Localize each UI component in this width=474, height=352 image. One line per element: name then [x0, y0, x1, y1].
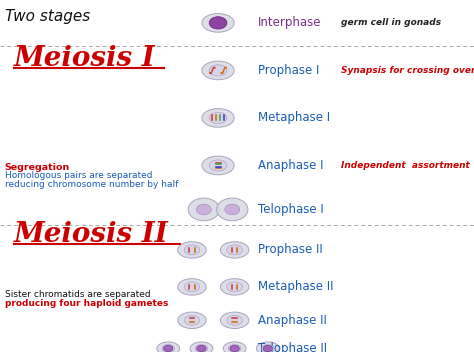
Ellipse shape	[202, 156, 234, 175]
Ellipse shape	[209, 17, 227, 29]
Ellipse shape	[225, 204, 240, 215]
Ellipse shape	[256, 342, 279, 352]
Text: producing four haploid gametes: producing four haploid gametes	[5, 299, 168, 308]
Text: Prophase II: Prophase II	[258, 244, 323, 256]
Ellipse shape	[190, 342, 213, 352]
Ellipse shape	[220, 279, 249, 295]
Ellipse shape	[209, 160, 227, 171]
Ellipse shape	[220, 312, 249, 328]
Text: germ cell in gonads: germ cell in gonads	[341, 18, 441, 27]
Ellipse shape	[197, 345, 206, 352]
Text: Independent  assortment: Independent assortment	[341, 161, 470, 170]
Ellipse shape	[196, 204, 211, 215]
Ellipse shape	[202, 13, 234, 32]
Ellipse shape	[184, 245, 200, 255]
Text: Segregation: Segregation	[5, 163, 70, 172]
Text: Prophase I: Prophase I	[258, 64, 319, 77]
Ellipse shape	[209, 65, 227, 76]
Text: Sister chromatids are separated: Sister chromatids are separated	[5, 290, 150, 299]
Ellipse shape	[157, 342, 180, 352]
Ellipse shape	[227, 245, 242, 255]
Text: Meiosis I: Meiosis I	[14, 45, 156, 71]
Ellipse shape	[220, 242, 249, 258]
Text: Metaphase II: Metaphase II	[258, 281, 334, 293]
Text: reducing chromosome number by half: reducing chromosome number by half	[5, 180, 178, 189]
Ellipse shape	[209, 112, 227, 124]
Ellipse shape	[162, 345, 174, 352]
Ellipse shape	[262, 345, 274, 352]
Text: Meiosis II: Meiosis II	[14, 221, 169, 248]
Ellipse shape	[202, 61, 234, 80]
Ellipse shape	[227, 282, 242, 292]
Text: Metaphase I: Metaphase I	[258, 112, 330, 124]
Ellipse shape	[223, 342, 246, 352]
Ellipse shape	[202, 108, 234, 127]
Ellipse shape	[195, 345, 208, 352]
Text: Two stages: Two stages	[5, 9, 90, 24]
Ellipse shape	[164, 345, 173, 352]
Text: Anaphase II: Anaphase II	[258, 314, 327, 327]
Text: Telophase II: Telophase II	[258, 342, 328, 352]
Text: Telophase I: Telophase I	[258, 203, 324, 216]
Ellipse shape	[178, 312, 206, 328]
Ellipse shape	[184, 315, 200, 325]
Ellipse shape	[217, 198, 248, 221]
Text: Synapsis for crossing over: Synapsis for crossing over	[341, 66, 474, 75]
Text: Anaphase I: Anaphase I	[258, 159, 324, 172]
Text: Homologous pairs are separated: Homologous pairs are separated	[5, 171, 152, 180]
Ellipse shape	[227, 315, 242, 325]
Ellipse shape	[263, 345, 273, 352]
Ellipse shape	[188, 198, 219, 221]
Ellipse shape	[228, 345, 241, 352]
Ellipse shape	[230, 345, 239, 352]
Ellipse shape	[184, 282, 200, 292]
Ellipse shape	[178, 279, 206, 295]
Text: Interphase: Interphase	[258, 17, 322, 29]
Ellipse shape	[178, 242, 206, 258]
